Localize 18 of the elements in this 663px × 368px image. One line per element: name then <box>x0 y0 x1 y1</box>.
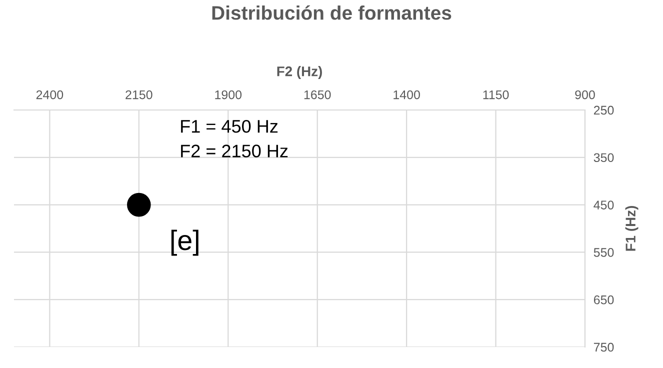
y-axis-title: F1 (Hz) <box>625 206 638 251</box>
y-tick-label: 750 <box>594 342 614 352</box>
x-tick-label: 1650 <box>304 90 331 100</box>
x-tick-label: 2150 <box>126 90 152 100</box>
x-tick-label: 1400 <box>394 90 420 100</box>
x-tick-label: 2400 <box>36 90 64 100</box>
x-axis-title: F2 (Hz) <box>277 66 322 80</box>
chart-title: Distribución de formantes <box>212 5 452 20</box>
y-tick-label: 650 <box>594 295 614 304</box>
y-tick-label: 350 <box>594 153 614 162</box>
x-tick-label: 1150 <box>483 90 509 100</box>
y-tick-label: 450 <box>594 200 614 210</box>
y-tick-label: 250 <box>594 106 614 115</box>
annotation: F1 = 450 Hz F2 = 2150 Hz <box>181 120 288 158</box>
x-tick-label: 900 <box>575 90 595 100</box>
annotation: [e] <box>171 230 198 256</box>
y-tick-label: 550 <box>594 248 614 257</box>
x-tick-label: 1900 <box>215 90 242 100</box>
